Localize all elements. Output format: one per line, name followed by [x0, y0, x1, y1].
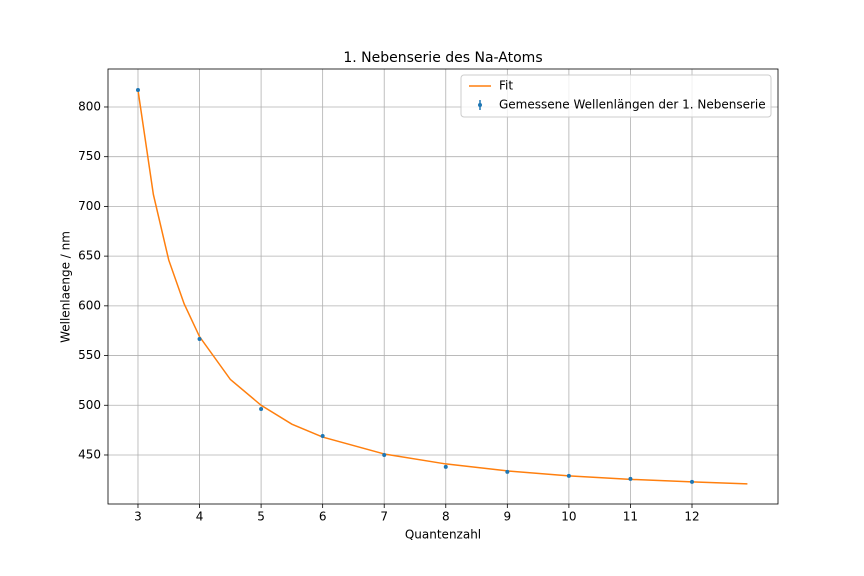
data-point: [135, 87, 140, 92]
x-tick-label: 10: [561, 510, 576, 524]
y-tick-label: 750: [78, 149, 101, 163]
legend-box: [460, 74, 772, 118]
y-tick-label: 450: [78, 447, 101, 461]
legend-label: Gemessene Wellenlängen der 1. Nebenserie: [499, 98, 766, 112]
data-point: [628, 476, 633, 481]
legend-swatch: [478, 103, 482, 107]
plot-frame: [107, 68, 779, 505]
y-tick-label: 700: [78, 199, 101, 213]
data-point: [690, 479, 695, 484]
x-tick-label: 11: [623, 510, 638, 524]
data-point: [505, 469, 510, 474]
y-tick-label: 800: [78, 99, 101, 113]
x-tick-label: 6: [319, 510, 327, 524]
x-tick-label: 7: [380, 510, 388, 524]
data-point: [197, 336, 202, 341]
legend: Fit Gemessene Wellenlängen der 1. Nebense…: [460, 74, 772, 118]
y-axis-label: Wellenlaenge / nm: [59, 231, 73, 343]
x-tick-label: 5: [257, 510, 265, 524]
chart-title: 1. Nebenserie des Na-Atoms: [343, 50, 542, 66]
data-point: [259, 406, 264, 411]
legend-label: Fit: [499, 79, 513, 93]
x-tick-label: 8: [442, 510, 450, 524]
data-point: [443, 464, 448, 469]
y-tick-label: 650: [78, 249, 101, 263]
y-tick-label: 550: [78, 348, 101, 362]
x-tick-label: 9: [504, 510, 512, 524]
x-tick-label: 4: [196, 510, 204, 524]
fit-line: [137, 89, 748, 485]
x-tick-label: 12: [684, 510, 699, 524]
x-axis-label: Quantenzahl: [405, 528, 481, 542]
y-tick-label: 500: [78, 398, 101, 412]
x-tick-label: 3: [134, 510, 142, 524]
data-point: [566, 473, 571, 478]
y-tick-label: 600: [78, 298, 101, 312]
data-point: [320, 433, 325, 438]
data-point: [382, 452, 387, 457]
